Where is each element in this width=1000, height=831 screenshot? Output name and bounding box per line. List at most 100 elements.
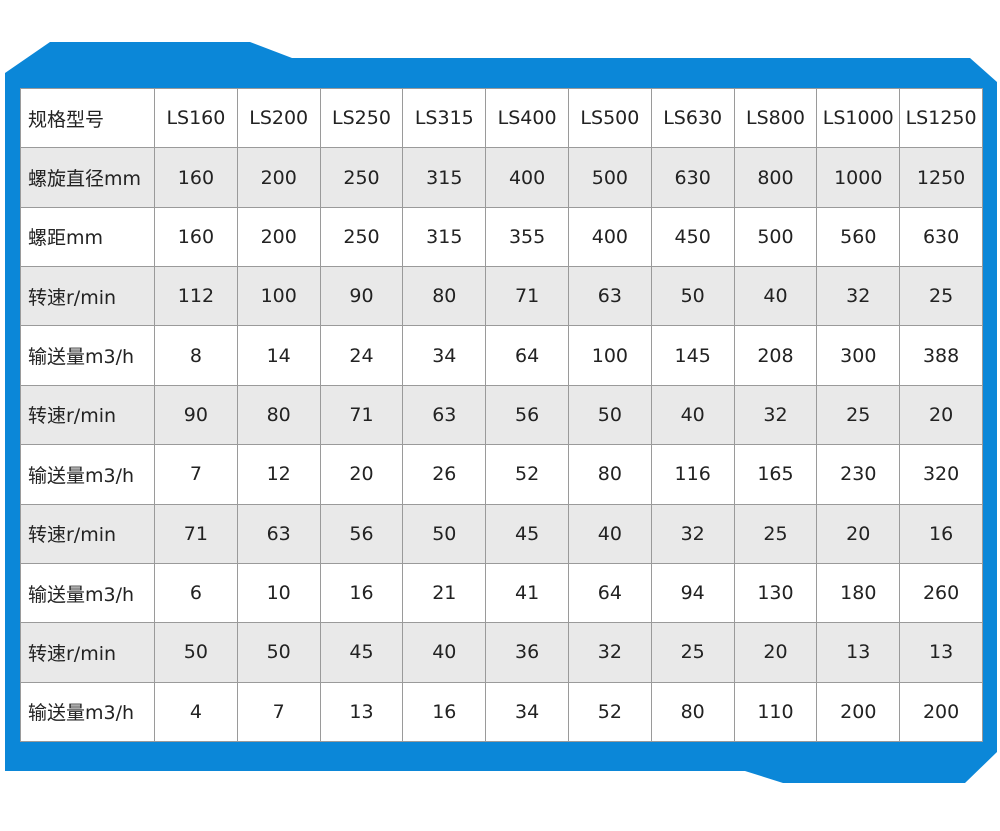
table-cell: 8 bbox=[154, 325, 238, 386]
table-cell: 1250 bbox=[899, 147, 983, 208]
table-row: 螺距mm 160 200 250 315 355 400 450 500 560 630 bbox=[20, 206, 983, 268]
table-cell: 450 bbox=[650, 206, 735, 268]
table-cell: 90 bbox=[319, 266, 404, 327]
table-cell: LS160 bbox=[154, 87, 238, 149]
table-cell: 400 bbox=[567, 206, 652, 268]
table-cell: 34 bbox=[485, 681, 569, 743]
row-label: 输送量m3/h bbox=[20, 562, 155, 624]
table-cell: 21 bbox=[402, 562, 487, 624]
row-label: 转速r/min bbox=[20, 503, 155, 564]
table-cell: 52 bbox=[485, 444, 569, 505]
table-cell: 40 bbox=[650, 384, 735, 446]
table-cell: 20 bbox=[899, 384, 983, 446]
row-label: 规格型号 bbox=[20, 87, 155, 149]
row-label: 螺旋直径mm bbox=[20, 147, 155, 208]
table-cell: 90 bbox=[154, 384, 238, 446]
table-cell: 112 bbox=[154, 266, 238, 327]
table-cell: 25 bbox=[816, 384, 901, 446]
table-cell: 12 bbox=[236, 444, 321, 505]
table-cell: 200 bbox=[236, 147, 321, 208]
table-cell: LS250 bbox=[319, 87, 404, 149]
table-cell: 24 bbox=[319, 325, 404, 386]
table-cell: 40 bbox=[733, 266, 818, 327]
table-cell: 80 bbox=[567, 444, 652, 505]
table-cell: 800 bbox=[733, 147, 818, 208]
table-cell: 180 bbox=[816, 562, 901, 624]
table-cell: 45 bbox=[319, 622, 404, 683]
table-cell: 63 bbox=[236, 503, 321, 564]
table-cell: LS1000 bbox=[816, 87, 901, 149]
table-cell: 320 bbox=[899, 444, 983, 505]
header-row: 规格型号 LS160 LS200 LS250 LS315 LS400 LS500 LS630 L… bbox=[20, 87, 983, 149]
table-cell: 63 bbox=[402, 384, 487, 446]
table-cell: 388 bbox=[899, 325, 983, 386]
table-cell: 110 bbox=[733, 681, 818, 743]
table-row: 螺旋直径mm 160 200 250 315 400 500 630 800 1000 1250 bbox=[20, 147, 983, 208]
table-cell: 208 bbox=[733, 325, 818, 386]
table-cell: 145 bbox=[650, 325, 735, 386]
table-cell: LS400 bbox=[485, 87, 569, 149]
table-cell: 400 bbox=[485, 147, 569, 208]
table-cell: 100 bbox=[236, 266, 321, 327]
table-cell: 40 bbox=[402, 622, 487, 683]
table-row: 转速r/min 90 80 71 63 56 50 40 32 25 20 bbox=[20, 384, 983, 446]
table-cell: 10 bbox=[236, 562, 321, 624]
table-cell: 250 bbox=[319, 147, 404, 208]
table-cell: 250 bbox=[319, 206, 404, 268]
table-cell: 7 bbox=[236, 681, 321, 743]
spec-table: 规格型号 LS160 LS200 LS250 LS315 LS400 LS500 LS630 L… bbox=[20, 87, 983, 743]
table-cell: 25 bbox=[899, 266, 983, 327]
table-cell: 200 bbox=[899, 681, 983, 743]
table-cell: 116 bbox=[650, 444, 735, 505]
table-cell: 32 bbox=[733, 384, 818, 446]
table-cell: 26 bbox=[402, 444, 487, 505]
table-cell: 71 bbox=[485, 266, 569, 327]
table-cell: 315 bbox=[402, 147, 487, 208]
table-cell: 50 bbox=[650, 266, 735, 327]
table-cell: LS315 bbox=[402, 87, 487, 149]
table-cell: 300 bbox=[816, 325, 901, 386]
table-cell: 16 bbox=[402, 681, 487, 743]
table-cell: 20 bbox=[733, 622, 818, 683]
row-label: 转速r/min bbox=[20, 384, 155, 446]
table-cell: LS1250 bbox=[899, 87, 983, 149]
table-cell: 63 bbox=[567, 266, 652, 327]
table-cell: 1000 bbox=[816, 147, 901, 208]
table-cell: 50 bbox=[236, 622, 321, 683]
table-cell: 20 bbox=[319, 444, 404, 505]
row-label: 输送量m3/h bbox=[20, 444, 155, 505]
row-label: 螺距mm bbox=[20, 206, 155, 268]
table-cell: 40 bbox=[567, 503, 652, 564]
table-cell: 20 bbox=[816, 503, 901, 564]
table-cell: 71 bbox=[154, 503, 238, 564]
table-cell: 50 bbox=[402, 503, 487, 564]
table-cell: 13 bbox=[816, 622, 901, 683]
table-cell: 41 bbox=[485, 562, 569, 624]
table-cell: LS200 bbox=[236, 87, 321, 149]
table-cell: LS630 bbox=[650, 87, 735, 149]
table-cell: 4 bbox=[154, 681, 238, 743]
table-cell: 100 bbox=[567, 325, 652, 386]
table-cell: 315 bbox=[402, 206, 487, 268]
table-cell: 230 bbox=[816, 444, 901, 505]
table-cell: 64 bbox=[567, 562, 652, 624]
table-cell: 32 bbox=[816, 266, 901, 327]
table-cell: 36 bbox=[485, 622, 569, 683]
table-cell: 56 bbox=[319, 503, 404, 564]
table-cell: 25 bbox=[733, 503, 818, 564]
table-cell: 45 bbox=[485, 503, 569, 564]
table-cell: 630 bbox=[650, 147, 735, 208]
table-cell: 56 bbox=[485, 384, 569, 446]
table-cell: 25 bbox=[650, 622, 735, 683]
table-row: 输送量m3/h 4 7 13 16 34 52 80 110 200 200 bbox=[20, 681, 983, 743]
table-cell: 500 bbox=[567, 147, 652, 208]
table-row: 转速r/min 71 63 56 50 45 40 32 25 20 16 bbox=[20, 503, 983, 564]
table-row: 输送量m3/h 8 14 24 34 64 100 145 208 300 388 bbox=[20, 325, 983, 386]
table-cell: 16 bbox=[319, 562, 404, 624]
table-cell: 50 bbox=[154, 622, 238, 683]
table-cell: 160 bbox=[154, 147, 238, 208]
table-cell: 94 bbox=[650, 562, 735, 624]
table-row: 转速r/min 112 100 90 80 71 63 50 40 32 25 bbox=[20, 266, 983, 327]
table-cell: 160 bbox=[154, 206, 238, 268]
table-cell: 500 bbox=[733, 206, 818, 268]
